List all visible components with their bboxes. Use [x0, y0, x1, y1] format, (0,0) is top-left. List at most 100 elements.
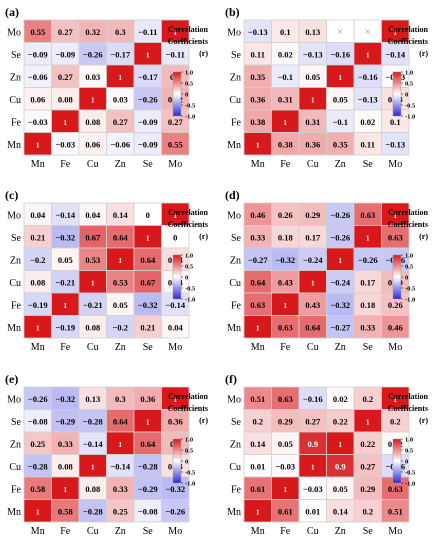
heatmap-cell [381, 315, 410, 339]
colorbar-title: Correlation [168, 392, 208, 401]
colorbar-tick-label: -0.5 [185, 286, 196, 293]
cell-value-label: 0.9 [335, 461, 346, 471]
row-tick-label: Se [11, 50, 22, 61]
col-tick-label: Se [363, 159, 374, 170]
cell-value-label: 0.9 [307, 439, 318, 449]
cell-value-label: −0.14 [110, 461, 130, 471]
cell-value-label: −0.14 [83, 439, 103, 449]
cell-value-label: 0.53 [85, 255, 100, 265]
cell-value-label: 0.2 [362, 394, 373, 404]
col-tick-label: Fe [280, 342, 291, 353]
heatmap-cell [161, 315, 190, 339]
cell-value-label: 0.55 [168, 139, 183, 149]
row-tick-label: Cu [9, 95, 21, 106]
cell-value-label: 0.17 [360, 277, 376, 287]
cell-value-label: 0.14 [250, 439, 266, 449]
cell-value-label: −0.32 [55, 394, 75, 404]
cell-value-label: −0.14 [385, 49, 405, 59]
cell-value-label: 0.05 [113, 300, 128, 310]
cell-value-label: 1 [174, 29, 178, 37]
cell-value-label: −0.1 [333, 117, 348, 127]
cell-value-label: −0.13 [248, 27, 268, 37]
cell-value-label: 0.03 [113, 94, 128, 104]
cell-value-label: 0.05 [333, 484, 348, 494]
row-tick-label: Mo [7, 27, 21, 38]
colorbar-title: Correlation [168, 25, 208, 34]
cell-value-label: 0.1 [280, 27, 291, 37]
cell-value-label: 1 [119, 257, 123, 265]
cell-value-label: 0.33 [58, 439, 73, 449]
row-tick-label: Fe [231, 484, 242, 495]
cell-value-label: −0.29 [55, 416, 75, 426]
colorbar-tick-label: 0 [405, 459, 408, 466]
colorbar-title: (r) [199, 232, 208, 241]
cell-value-label: 1 [91, 96, 95, 104]
col-tick-label: Se [143, 342, 154, 353]
cell-value-label: 0.46 [250, 210, 265, 220]
cell-value-label: −0.1 [278, 72, 293, 82]
cell-value-label: 0.1 [390, 117, 401, 127]
colorbar-tick-label: 0.5 [405, 448, 414, 455]
cell-value-label: −0.13 [385, 139, 405, 149]
col-tick-label: Cu [87, 342, 99, 353]
cell-value-label: 1 [339, 257, 343, 265]
panel-label: (b) [225, 5, 240, 19]
cell-value-label: 0.03 [85, 72, 100, 82]
cell-value-label: −0.21 [83, 300, 103, 310]
cell-value-label: 0 [146, 210, 150, 220]
cell-value-label: −0.26 [330, 210, 350, 220]
col-tick-label: Mo [388, 526, 402, 537]
col-tick-label: Zn [115, 526, 126, 537]
cell-value-label: 0.31 [278, 94, 293, 104]
colorbar-tick-label: 0 [405, 275, 408, 282]
cell-value-label: 0.61 [278, 506, 293, 516]
col-tick-label: Zn [115, 159, 126, 170]
row-tick-label: Mo [7, 210, 21, 221]
col-tick-label: Fe [280, 159, 291, 170]
colorbar-title: (r) [199, 49, 208, 58]
row-tick-label: Fe [11, 300, 22, 311]
cell-value-label: 0.36 [168, 416, 183, 426]
cell-value-label: −0.19 [55, 322, 75, 332]
cell-value-label: 1 [394, 29, 398, 37]
cell-value-label: −0.32 [55, 232, 75, 242]
cell-value-label: 0.08 [30, 277, 45, 287]
cell-value-label: 0.38 [250, 117, 265, 127]
colorbar-tick-label: 0 [185, 92, 188, 99]
cell-value-label: 0.64 [250, 277, 266, 287]
row-tick-label: Mn [7, 507, 21, 518]
cell-value-label: −0.16 [358, 72, 378, 82]
col-tick-label: Zn [335, 159, 346, 170]
col-tick-label: Mn [31, 159, 45, 170]
col-tick-label: Cu [87, 526, 99, 537]
row-tick-label: Fe [231, 117, 242, 128]
cell-value-label: 0.51 [250, 394, 265, 404]
cell-value-label: 1 [284, 302, 288, 310]
row-tick-label: Mo [227, 210, 241, 221]
colorbar-tick-label: -1.0 [405, 481, 415, 488]
cell-value-label: 0.11 [251, 49, 265, 59]
cell-value-label: 1 [311, 463, 315, 471]
cell-value-label: 0.14 [333, 506, 349, 516]
cell-value-label: 0 [173, 232, 177, 242]
cell-value-label: −0.26 [330, 232, 350, 242]
cell-value-label: −0.06 [110, 139, 130, 149]
cell-value-label: −0.11 [166, 49, 185, 59]
cell-value-label: 0.08 [58, 461, 73, 471]
cell-value-label: 0.29 [305, 210, 320, 220]
col-tick-label: Mn [31, 342, 45, 353]
cell-value-label: −0.19 [28, 300, 48, 310]
cell-value-label: 1 [284, 486, 288, 494]
cell-value-label: −0.09 [138, 117, 158, 127]
colorbar [392, 254, 402, 300]
cell-value-label: 0.04 [168, 322, 184, 332]
cell-value-label: 0.06 [85, 139, 100, 149]
cell-value-label: 0.29 [278, 416, 293, 426]
cell-value-label: −0.32 [330, 300, 350, 310]
cell-value-label: 0.11 [361, 139, 375, 149]
panel-label: (f) [225, 372, 237, 386]
cell-value-label: 0.26 [278, 210, 293, 220]
cell-value-label: 0.32 [85, 27, 100, 37]
cell-value-label: −0.08 [138, 506, 158, 516]
